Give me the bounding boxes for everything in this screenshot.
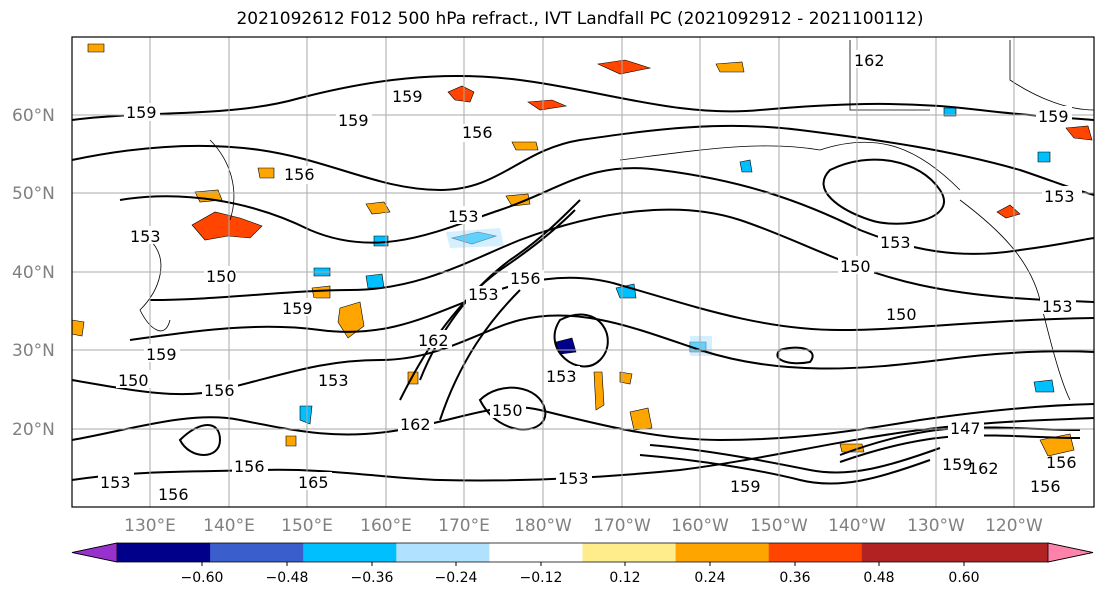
contour-label: 159 xyxy=(282,299,313,318)
lat-label: 60°N xyxy=(12,106,55,126)
colorbar-tick-label: −0.60 xyxy=(181,570,224,586)
colorbar-segment xyxy=(861,543,956,562)
lat-label: 30°N xyxy=(12,341,55,361)
contour-label: 159 xyxy=(1038,107,1069,126)
contour-label: 153 xyxy=(100,473,131,492)
latitude-labels: 60°N 50°N 40°N 30°N 20°N xyxy=(12,106,55,440)
contour-label: 162 xyxy=(968,459,999,478)
lon-label: 140°E xyxy=(203,516,255,536)
contour-label: 150 xyxy=(118,371,149,390)
contour-label: 162 xyxy=(400,415,431,434)
contour-label: 150 xyxy=(840,257,871,276)
contour-label: 153 xyxy=(1044,187,1075,206)
colorbar-segment xyxy=(582,543,677,562)
map-frame xyxy=(71,36,1095,508)
contour-label: 159 xyxy=(730,477,761,496)
colorbar-tick-label: −0.12 xyxy=(520,570,563,586)
contour-label: 156 xyxy=(158,485,189,504)
lon-label: 160°E xyxy=(360,516,412,536)
contour-label: 150 xyxy=(206,267,237,286)
contour-label: 156 xyxy=(510,269,541,288)
colorbar-outline xyxy=(71,542,1094,563)
contour-label: 153 xyxy=(448,207,479,226)
contour-labels: 159 159 159 156 156 153 153 150 153 150 … xyxy=(98,50,1082,504)
contour-label: 153 xyxy=(1042,297,1073,316)
contour-label: 153 xyxy=(130,227,161,246)
colorbar-segment xyxy=(768,543,863,562)
colorbar-segment xyxy=(954,543,1049,562)
contour-label: 150 xyxy=(492,401,523,420)
colorbar-tick-label: −0.24 xyxy=(435,570,478,586)
contour-label: 153 xyxy=(468,285,499,304)
contour-label: 162 xyxy=(418,331,449,350)
coastlines xyxy=(139,40,1095,401)
ivt-anomaly-patches xyxy=(71,43,1093,457)
contour-label: 153 xyxy=(558,469,589,488)
contour-label: 156 xyxy=(1030,477,1061,496)
colorbar-tick-label: 0.48 xyxy=(863,570,894,586)
lat-label: 50°N xyxy=(12,184,55,204)
contour-label: 156 xyxy=(234,457,265,476)
contour-label: 156 xyxy=(1046,453,1077,472)
colorbar-tick-label: −0.36 xyxy=(351,570,394,586)
lon-label: 170°E xyxy=(438,516,490,536)
colorbar-segment xyxy=(210,543,304,562)
lon-label: 130°W xyxy=(907,516,965,536)
contour-label: 153 xyxy=(318,371,349,390)
contour-label: 153 xyxy=(546,367,577,386)
colorbar-extend-low xyxy=(71,542,118,563)
map-title: 2021092612 F012 500 hPa refract., IVT La… xyxy=(236,9,924,29)
longitude-labels: 130°E 140°E 150°E 160°E 170°E 180°W 170°… xyxy=(124,516,1043,536)
contour-label: 156 xyxy=(462,123,493,142)
lon-label: 150°W xyxy=(750,516,808,536)
contour-label: 159 xyxy=(338,111,369,130)
lon-label: 160°W xyxy=(671,516,729,536)
contour-label: 156 xyxy=(204,381,235,400)
colorbar-segment xyxy=(489,543,583,562)
contour-label: 159 xyxy=(146,345,177,364)
lon-label: 180°W xyxy=(514,516,572,536)
colorbar-tick-label: 0.24 xyxy=(694,570,725,586)
lon-label: 130°E xyxy=(124,516,176,536)
graticule xyxy=(72,37,1094,507)
contour-label: 156 xyxy=(284,165,315,184)
contour-label: 147 xyxy=(950,419,981,438)
contour-label: 153 xyxy=(880,233,911,252)
lon-label: 170°W xyxy=(593,516,651,536)
height-contours xyxy=(71,75,1095,485)
lat-label: 40°N xyxy=(12,263,55,283)
lon-label: 150°E xyxy=(281,516,333,536)
colorbar-segment xyxy=(396,543,490,562)
colorbar-extend-high xyxy=(1047,542,1094,563)
colorbar: −0.60 −0.48 −0.36 −0.24 −0.12 0.12 0.24 0.36 0.4… xyxy=(71,542,1094,586)
contour-label: 159 xyxy=(942,455,973,474)
colorbar-tick-label: 0.12 xyxy=(609,570,640,586)
contour-label: 150 xyxy=(886,305,917,324)
contour-label: 159 xyxy=(126,103,157,122)
colorbar-tick-label: 0.36 xyxy=(779,570,810,586)
contour-label: 159 xyxy=(392,87,423,106)
lon-label: 140°W xyxy=(828,516,886,536)
lat-label: 20°N xyxy=(12,420,55,440)
lon-label: 120°W xyxy=(985,516,1043,536)
contour-label: 162 xyxy=(854,51,885,70)
colorbar-segment xyxy=(117,543,211,562)
colorbar-segment xyxy=(303,543,397,562)
colorbar-tick-label: −0.48 xyxy=(266,570,309,586)
colorbar-tick-label: 0.60 xyxy=(948,570,979,586)
contour-label: 165 xyxy=(298,473,329,492)
colorbar-segment xyxy=(675,543,770,562)
